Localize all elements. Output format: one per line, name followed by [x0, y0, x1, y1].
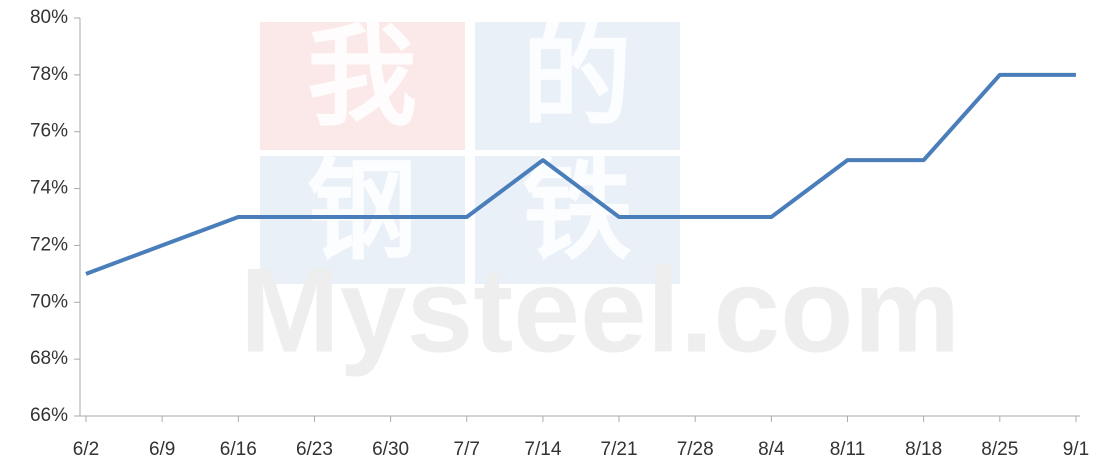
y-tick-label: 72%: [30, 234, 68, 255]
y-tick-label: 80%: [30, 7, 68, 28]
y-tick-label: 74%: [30, 178, 68, 199]
watermark-char: 的: [522, 16, 632, 139]
y-tick-label: 66%: [30, 405, 68, 426]
x-tick-label: 8/25: [981, 439, 1018, 460]
x-tick-label: 6/30: [372, 439, 409, 460]
x-tick-label: 9/1: [1063, 439, 1089, 460]
x-tick-label: 7/14: [524, 439, 561, 460]
y-tick-label: 70%: [30, 291, 68, 312]
watermark-box: [475, 156, 680, 284]
y-tick-label: 76%: [30, 121, 68, 142]
y-tick-label: 68%: [30, 348, 68, 369]
x-tick-label: 7/21: [601, 439, 638, 460]
line-series: [85, 72, 1076, 276]
x-tick-label: 6/16: [220, 439, 257, 460]
y-tick-label: 78%: [30, 64, 68, 85]
watermark-box: [260, 22, 465, 150]
watermark-char: 我: [307, 16, 417, 139]
x-tick-label: 6/2: [73, 439, 99, 460]
x-tick-label: 6/23: [296, 439, 333, 460]
watermark-box: [260, 156, 465, 284]
x-tick-label: 8/18: [905, 439, 942, 460]
watermark-char: 钢: [307, 150, 417, 273]
x-tick-label: 6/9: [149, 439, 175, 460]
x-tick-label: 7/7: [454, 439, 480, 460]
x-tick-label: 7/28: [677, 439, 714, 460]
watermark-box: [475, 22, 680, 150]
x-tick-label: 8/4: [758, 439, 785, 460]
watermark: [260, 22, 680, 284]
x-tick-label: 8/11: [830, 439, 866, 460]
watermark-text: Mysteel.com: [240, 244, 960, 378]
